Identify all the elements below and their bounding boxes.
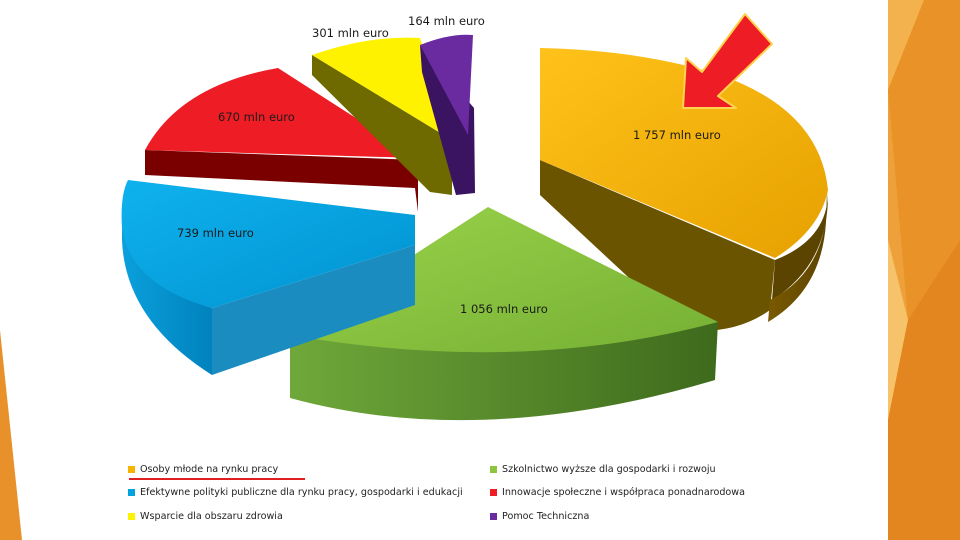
- slice-wsparcie-zdrowia: [312, 37, 452, 195]
- slice-blue-side: [122, 205, 212, 375]
- legend-label: Efektywne polityki publiczne dla rynku p…: [140, 486, 463, 498]
- legend-item-innowacje: Innowacje społeczne i współpraca ponadna…: [490, 484, 745, 500]
- slide-accent-left: [0, 330, 22, 540]
- data-label-efektywne-polityki: 739 mln euro: [177, 226, 254, 240]
- slice-lightyellow-side: [312, 55, 452, 195]
- slice-yellow-rim: [768, 190, 828, 322]
- accent-facet-3: [888, 240, 908, 420]
- slice-osoby-mlode: [540, 48, 828, 331]
- data-label-innowacje: 670 mln euro: [218, 110, 295, 124]
- legend-item-efektywne-polityki: Efektywne polityki publiczne dla rynku p…: [128, 484, 463, 500]
- legend-swatch: [490, 465, 497, 473]
- legend-label: Osoby młode na rynku pracy: [140, 463, 279, 475]
- data-label-osoby-mlode: 1 757 mln euro: [633, 128, 721, 142]
- legend-item-pomoc-techniczna: Pomoc Techniczna: [490, 508, 589, 524]
- slice-yellow-top: [540, 48, 828, 258]
- slice-red-side: [145, 150, 418, 212]
- slide-accent-right: [888, 0, 960, 540]
- slice-green-top: [290, 207, 718, 353]
- data-label-szkolnictwo: 1 056 mln euro: [460, 302, 548, 316]
- legend-highlight-underline: [129, 478, 305, 480]
- slice-red-top: [145, 68, 418, 158]
- chart-legend: Osoby młode na rynku pracy Szkolnictwo w…: [128, 459, 768, 529]
- legend-swatch: [490, 512, 497, 520]
- legend-item-szkolnictwo: Szkolnictwo wyższe dla gospodarki i rozw…: [490, 461, 716, 477]
- legend-label: Pomoc Techniczna: [502, 510, 590, 522]
- legend-label: Innowacje społeczne i współpraca ponadna…: [502, 486, 746, 498]
- slice-pomoc-techniczna: [420, 34, 475, 195]
- slice-lightyellow-top: [312, 37, 452, 140]
- slice-szkolnictwo: [290, 207, 718, 421]
- legend-label: Szkolnictwo wyższe dla gospodarki i rozw…: [502, 463, 716, 475]
- legend-item-wsparcie-zdrowia: Wsparcie dla obszaru zdrowia: [128, 508, 283, 524]
- accent-facet-4: [888, 240, 960, 540]
- legend-swatch: [128, 512, 135, 520]
- data-label-wsparcie-zdrowia: 301 mln euro: [312, 26, 389, 40]
- legend-swatch: [490, 488, 497, 496]
- pie-chart: 301 mln euro 164 mln euro 670 mln euro 1…: [121, 13, 828, 421]
- slice-blue-front: [212, 245, 415, 375]
- slice-purple-side: [420, 45, 475, 195]
- slice-innowacje: [145, 68, 418, 212]
- slice-purple-top: [420, 34, 473, 135]
- arrow-shape: [682, 13, 773, 109]
- legend-swatch: [128, 465, 135, 473]
- slice-yellow-inner-side: [540, 160, 775, 331]
- accent-facet-2: [888, 0, 960, 320]
- legend-swatch: [128, 488, 135, 496]
- legend-item-osoby-mlode: Osoby młode na rynku pracy: [128, 461, 278, 477]
- slice-efektywne-polityki: [121, 180, 415, 375]
- legend-label: Wsparcie dla obszaru zdrowia: [140, 510, 283, 522]
- slice-blue-top: [121, 180, 415, 308]
- slice-yellow-edge: [772, 195, 828, 300]
- accent-triangle-left: [0, 330, 22, 540]
- highlight-arrow: [682, 13, 773, 109]
- data-label-pomoc-techniczna: 164 mln euro: [408, 14, 485, 28]
